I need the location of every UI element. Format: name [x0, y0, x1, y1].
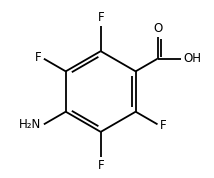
- Text: F: F: [35, 51, 42, 64]
- Text: OH: OH: [183, 52, 201, 65]
- Text: F: F: [97, 159, 104, 172]
- Text: F: F: [160, 119, 166, 132]
- Text: O: O: [153, 22, 162, 35]
- Text: F: F: [97, 11, 104, 24]
- Text: H₂N: H₂N: [19, 118, 42, 131]
